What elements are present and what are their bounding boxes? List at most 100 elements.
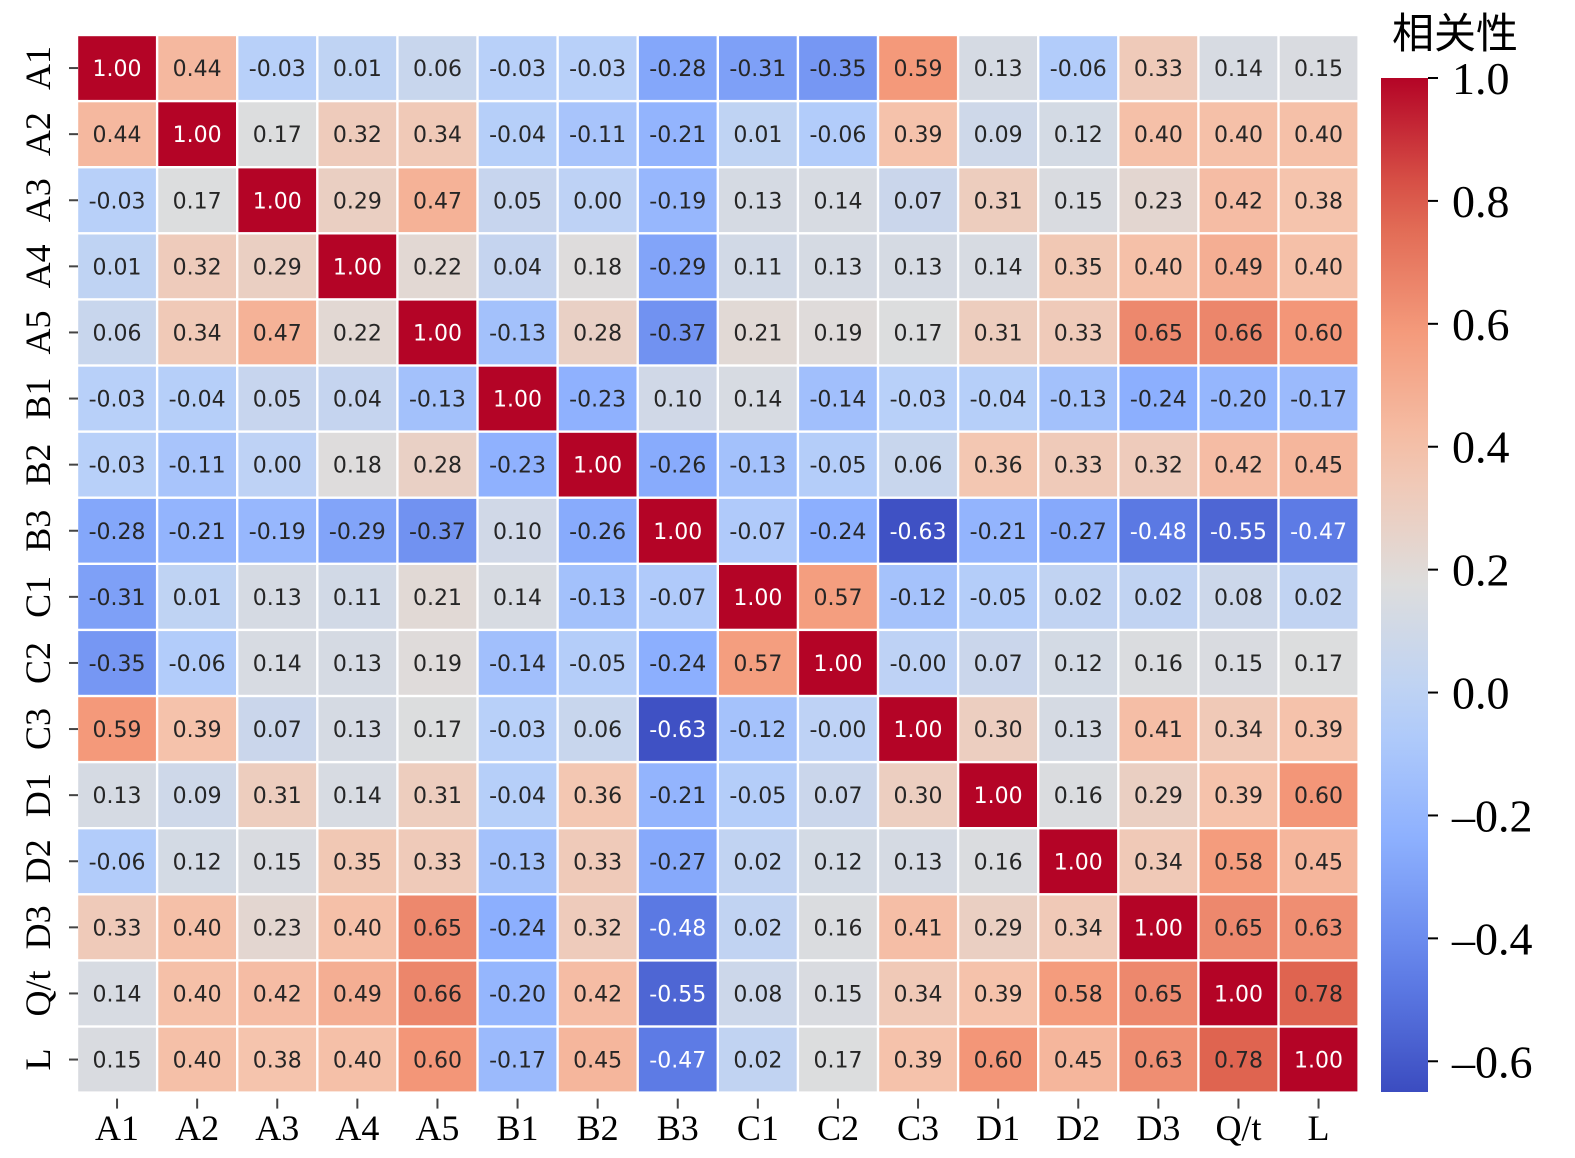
heatmap-cell-fill [238,565,317,629]
heatmap-cell-fill [238,102,317,166]
heatmap-cell-label: 0.36 [573,784,622,809]
heatmap-cell-label: 0.17 [413,718,462,743]
heatmap-cell-fill [638,432,717,497]
heatmap-cell-fill [398,565,477,629]
heatmap-cell-fill [238,300,317,365]
heatmap-cell-label: 0.23 [253,916,302,941]
heatmap-cell-label: 0.15 [813,982,862,1007]
heatmap-cell-label: 0.44 [93,123,142,148]
heatmap-cell: 1.00 [1279,1027,1358,1092]
heatmap-cell: -0.19 [638,168,717,233]
heatmap-cell-fill [478,961,557,1026]
heatmap-cell: 0.40 [158,1027,236,1092]
heatmap-cell-fill [1119,697,1198,761]
heatmap-cell: 0.45 [1279,432,1358,497]
heatmap-cell-label: 0.04 [493,255,542,280]
heatmap-cell-fill [1039,102,1118,166]
heatmap-cell-label: 0.15 [1054,189,1103,214]
heatmap-cell-label: 1.00 [1214,982,1263,1007]
heatmap-cell-fill [959,697,1037,761]
y-tick-label: C1 [18,576,58,618]
heatmap-cell-fill [158,1027,236,1092]
heatmap-cell: 1.00 [78,36,156,100]
heatmap-cell-fill [799,961,877,1026]
heatmap-cell: 0.59 [879,36,957,100]
heatmap-cell-label: -0.05 [809,454,866,479]
heatmap-cell-label: 0.42 [253,982,302,1007]
heatmap-cell-fill [1119,763,1198,827]
heatmap-cell: 0.06 [78,300,156,365]
heatmap-cell-fill [638,168,717,233]
heatmap-cell-label: 0.47 [253,321,302,346]
heatmap-cell-label: 0.39 [1294,718,1343,743]
heatmap-cell-label: 0.59 [894,57,943,82]
heatmap-cell-fill [398,234,477,299]
heatmap-cell-fill [238,829,317,894]
heatmap-cell-fill [1199,36,1278,100]
heatmap-cell-fill [78,498,156,563]
heatmap-cell-fill [318,102,397,166]
heatmap-cell: -0.03 [478,697,557,761]
heatmap-cell-fill [78,697,156,761]
heatmap-cell-label: -0.31 [729,57,786,82]
heatmap-cell-fill [1199,961,1278,1026]
heatmap-cell-fill [238,631,317,695]
heatmap-cell-label: 0.45 [573,1049,622,1074]
heatmap-cell-label: 0.63 [1134,1049,1183,1074]
heatmap-cell-label: 0.65 [1134,982,1183,1007]
heatmap-cell-fill [558,432,637,497]
heatmap-cell-fill [158,36,236,100]
heatmap-cell-fill [719,697,797,761]
heatmap-cell: -0.47 [638,1027,717,1092]
heatmap-cell-label: 0.06 [93,321,142,346]
heatmap-cell: -0.14 [799,366,877,431]
heatmap-cell: 0.29 [959,895,1037,960]
colorbar-tick-label: –0.2 [1451,790,1533,841]
heatmap-cell-fill [318,300,397,365]
colorbar-ticks: 1.0 0.8 0.6 0.4 0.2 0.0 –0.2 –0.4 –0.6 [1428,53,1533,1087]
heatmap-cell-label: 0.16 [1134,652,1183,677]
heatmap-cell: 1.00 [638,498,717,563]
heatmap-cell-label: -0.03 [249,57,306,82]
heatmap-cell-fill [879,168,957,233]
x-tick-label: Q/t [1215,1108,1261,1148]
heatmap-cell-label: 0.28 [413,454,462,479]
heatmap-cell: -0.13 [398,366,477,431]
x-tick-label: B2 [577,1108,619,1148]
heatmap-cell: 0.21 [398,565,477,629]
heatmap-cell-label: 0.11 [333,586,382,611]
heatmap-cell-fill [478,895,557,960]
heatmap-cell-label: 1.00 [173,123,222,148]
heatmap-cells: 1.00 0.44 -0.03 0.01 0.06 -0.03 -0.03 -0.28 -0.3… [78,36,1358,1092]
heatmap-cell-fill [1039,432,1118,497]
heatmap-cell: 0.17 [238,102,317,166]
heatmap-cell-label: 0.33 [93,916,142,941]
heatmap-cell-label: 0.13 [93,784,142,809]
heatmap-cell-fill [238,1027,317,1092]
heatmap-cell-label: -0.06 [809,123,866,148]
x-axis: A1 A2 A3 A4 A5 B1 B2 B3 C1 C2 C3 D1 D2 D3 Q/t L [95,1098,1330,1148]
heatmap-cell-label: -0.04 [489,784,546,809]
heatmap-cell-label: 1.00 [894,718,943,743]
heatmap-cell-fill [1199,829,1278,894]
heatmap-cell-label: -0.06 [1050,57,1107,82]
heatmap-cell-label: -0.03 [89,388,146,413]
heatmap-cell-fill [318,697,397,761]
heatmap-cell-label: 0.13 [333,718,382,743]
heatmap-cell-fill [1119,829,1198,894]
heatmap-cell-fill [719,300,797,365]
heatmap-cell-fill [318,168,397,233]
heatmap-cell-label: 0.65 [1134,321,1183,346]
heatmap-cell-fill [558,234,637,299]
heatmap-cell-fill [478,432,557,497]
heatmap-cell: -0.24 [1119,366,1198,431]
heatmap-cell: 0.12 [799,829,877,894]
heatmap-cell-fill [398,763,477,827]
heatmap-cell: -0.03 [879,366,957,431]
heatmap-cell-label: 0.17 [173,189,222,214]
heatmap-cell-label: 0.31 [974,189,1023,214]
heatmap-cell-label: -0.24 [1130,388,1187,413]
heatmap-cell-fill [478,300,557,365]
heatmap-cell: -0.05 [558,631,637,695]
heatmap-cell-fill [959,300,1037,365]
